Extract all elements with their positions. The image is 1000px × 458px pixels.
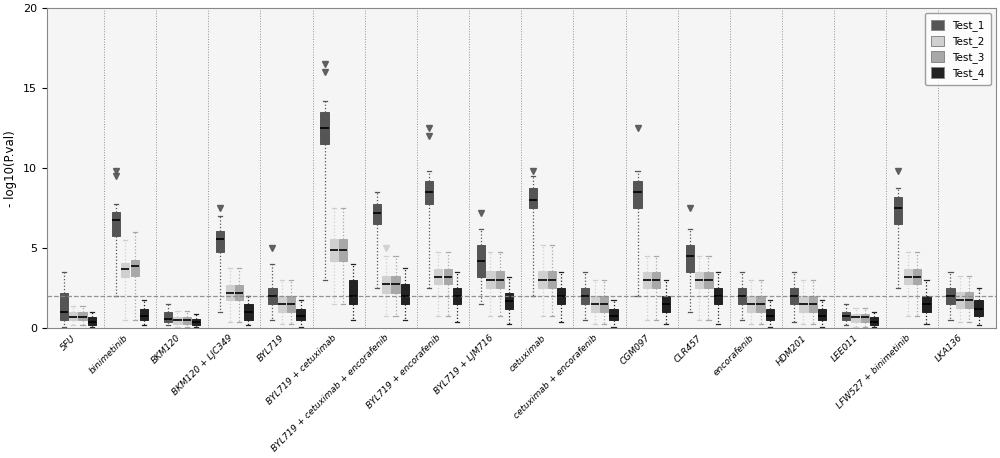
PathPatch shape <box>434 269 442 284</box>
Legend: Test_1, Test_2, Test_3, Test_4: Test_1, Test_2, Test_3, Test_4 <box>925 13 991 85</box>
PathPatch shape <box>600 296 608 312</box>
PathPatch shape <box>974 300 983 316</box>
PathPatch shape <box>738 289 746 305</box>
PathPatch shape <box>714 289 722 305</box>
PathPatch shape <box>192 319 200 325</box>
PathPatch shape <box>287 296 295 312</box>
PathPatch shape <box>112 212 120 235</box>
PathPatch shape <box>296 309 305 321</box>
PathPatch shape <box>591 296 599 312</box>
PathPatch shape <box>956 292 964 308</box>
PathPatch shape <box>382 276 390 293</box>
PathPatch shape <box>548 271 556 289</box>
PathPatch shape <box>633 181 642 208</box>
PathPatch shape <box>330 239 338 261</box>
PathPatch shape <box>373 203 381 224</box>
PathPatch shape <box>88 317 96 325</box>
PathPatch shape <box>652 273 660 289</box>
PathPatch shape <box>349 280 357 305</box>
PathPatch shape <box>913 269 921 284</box>
PathPatch shape <box>391 276 400 293</box>
PathPatch shape <box>183 317 191 324</box>
PathPatch shape <box>401 284 409 305</box>
PathPatch shape <box>140 309 148 321</box>
PathPatch shape <box>894 197 902 224</box>
PathPatch shape <box>235 285 243 300</box>
PathPatch shape <box>60 293 68 321</box>
PathPatch shape <box>904 269 912 284</box>
PathPatch shape <box>173 317 182 324</box>
PathPatch shape <box>870 317 878 325</box>
PathPatch shape <box>686 245 694 273</box>
PathPatch shape <box>922 296 931 312</box>
PathPatch shape <box>268 289 277 305</box>
PathPatch shape <box>69 312 77 321</box>
PathPatch shape <box>643 273 651 289</box>
PathPatch shape <box>704 273 713 289</box>
PathPatch shape <box>453 289 461 305</box>
PathPatch shape <box>226 285 234 300</box>
PathPatch shape <box>818 309 826 321</box>
PathPatch shape <box>851 314 860 322</box>
PathPatch shape <box>131 260 139 276</box>
PathPatch shape <box>477 245 485 277</box>
PathPatch shape <box>505 293 513 309</box>
PathPatch shape <box>790 289 798 305</box>
PathPatch shape <box>538 271 547 289</box>
PathPatch shape <box>747 296 755 312</box>
PathPatch shape <box>861 314 869 322</box>
PathPatch shape <box>425 181 433 203</box>
Y-axis label: - log10(P.val): - log10(P.val) <box>4 130 17 207</box>
PathPatch shape <box>809 296 817 312</box>
PathPatch shape <box>799 296 808 312</box>
PathPatch shape <box>609 309 618 321</box>
PathPatch shape <box>766 309 774 321</box>
PathPatch shape <box>278 296 286 312</box>
PathPatch shape <box>444 269 452 284</box>
PathPatch shape <box>756 296 765 312</box>
PathPatch shape <box>965 292 973 308</box>
PathPatch shape <box>842 312 850 321</box>
PathPatch shape <box>164 312 172 322</box>
PathPatch shape <box>529 187 537 208</box>
PathPatch shape <box>695 273 703 289</box>
PathPatch shape <box>946 289 955 305</box>
PathPatch shape <box>320 112 329 144</box>
PathPatch shape <box>486 271 495 289</box>
PathPatch shape <box>339 239 347 261</box>
PathPatch shape <box>662 296 670 312</box>
PathPatch shape <box>496 271 504 289</box>
PathPatch shape <box>557 289 565 305</box>
PathPatch shape <box>78 312 87 321</box>
PathPatch shape <box>216 231 224 251</box>
PathPatch shape <box>581 289 589 305</box>
PathPatch shape <box>121 263 129 277</box>
PathPatch shape <box>244 305 253 321</box>
